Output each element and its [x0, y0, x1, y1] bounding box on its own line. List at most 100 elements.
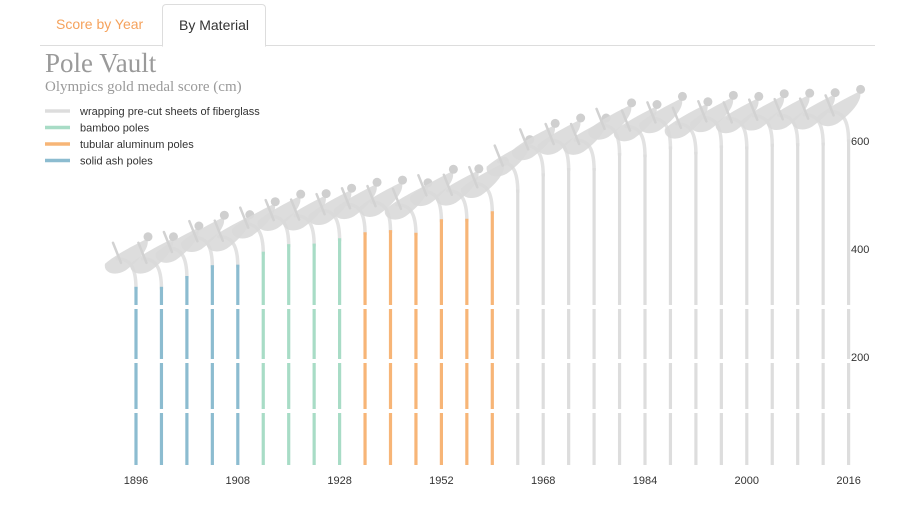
- vaulter-arm: [137, 241, 148, 265]
- chart-title: Pole Vault: [45, 48, 157, 78]
- vaulter-body: [639, 98, 683, 134]
- vaulter-silhouettes: [104, 84, 866, 291]
- chart-bars: [134, 139, 851, 465]
- vaulter-body: [181, 217, 225, 253]
- vaulter-head: [474, 164, 484, 174]
- vaulter-arm: [213, 219, 225, 242]
- vaulter-body: [282, 195, 326, 231]
- vaulter-arm: [595, 107, 606, 131]
- vaulter-body: [104, 238, 148, 274]
- vaulter-arm: [468, 165, 479, 189]
- vaulter-body: [613, 106, 657, 142]
- vaulter-body: [588, 104, 632, 140]
- y-tick-label: 600: [851, 136, 869, 148]
- x-axis: 1896 1908 1928 1952 1968 1984 2000 2016: [124, 475, 861, 487]
- vaulter-head: [194, 221, 204, 231]
- x-tick-label: 1952: [429, 475, 453, 487]
- vaulter-arm: [417, 174, 428, 197]
- vaulter-arm: [239, 206, 250, 229]
- x-tick-label: 1908: [226, 475, 250, 487]
- vaulter-arm: [569, 122, 581, 146]
- vaulter-body: [308, 190, 352, 226]
- vaulter-head: [652, 100, 662, 109]
- vaulter-head: [550, 118, 560, 128]
- vaulter-body: [155, 228, 199, 263]
- chart-legend: wrapping pre-cut sheets of fiberglass bam…: [45, 106, 260, 168]
- vaulter-head: [576, 113, 586, 123]
- vaulter-head: [627, 98, 637, 108]
- tab-score-by-year[interactable]: Score by Year: [56, 16, 144, 32]
- vaulter-arm: [442, 173, 454, 197]
- vaulter-body: [511, 125, 555, 161]
- vaulter-arm: [544, 122, 555, 146]
- vaulter-head: [372, 177, 382, 187]
- vaulter-arm: [391, 187, 403, 211]
- x-tick-label: 1984: [633, 475, 657, 487]
- vaulter-head: [398, 175, 407, 185]
- x-tick-label: 1968: [531, 475, 555, 487]
- vaulter-body: [690, 97, 734, 133]
- vaulter-head: [270, 197, 280, 207]
- vaulter-head: [448, 164, 458, 174]
- vaulter-body: [232, 203, 276, 239]
- vaulter-body: [537, 120, 581, 155]
- vaulter-head: [728, 90, 738, 100]
- vaulter-head: [168, 232, 178, 242]
- x-tick-label: 1896: [124, 475, 148, 487]
- vaulter-body: [333, 184, 377, 220]
- legend-label-fiberglass: wrapping pre-cut sheets of fiberglass: [79, 106, 260, 118]
- x-tick-label: 2000: [735, 475, 759, 487]
- vaulter-head: [805, 88, 815, 98]
- vaulter-head: [703, 97, 713, 107]
- vaulter-body: [410, 171, 454, 207]
- vaulter-head: [143, 232, 153, 242]
- vaulter-arm: [722, 101, 734, 124]
- vaulter-head: [754, 91, 764, 101]
- vaulter-arm: [824, 94, 835, 117]
- vaulter-arm: [188, 219, 199, 243]
- vaulter-arm: [518, 128, 530, 151]
- vaulter-body: [130, 238, 174, 274]
- vaulter-arm: [264, 198, 275, 222]
- vaulter-arm: [798, 97, 810, 120]
- chart-subtitle: Olympics gold medal score (cm): [45, 79, 242, 95]
- vaulter-arm: [748, 98, 759, 121]
- vaulter-body: [817, 91, 861, 127]
- vaulter-head: [219, 210, 229, 220]
- vaulter-body: [435, 170, 479, 206]
- tab-bar: Score by Year By Material: [40, 4, 875, 47]
- vaulter-arm: [111, 241, 123, 265]
- y-axis: 200 400 600: [851, 136, 869, 364]
- vaulter-arm: [646, 101, 657, 124]
- vaulter-arm: [671, 106, 683, 130]
- vaulter-arm: [773, 97, 784, 121]
- vaulter-arm: [697, 100, 708, 123]
- x-tick-label: 2016: [836, 475, 860, 487]
- vaulter-body: [257, 196, 301, 231]
- vaulter-arm: [493, 144, 504, 167]
- vaulter-head: [830, 88, 840, 98]
- tab-by-material[interactable]: By Material: [162, 4, 267, 47]
- y-tick-label: 400: [851, 244, 869, 256]
- vaulter-arm: [366, 184, 377, 208]
- legend-label-bamboo: bamboo poles: [80, 123, 150, 135]
- x-tick-label: 1928: [327, 475, 351, 487]
- vaulter-arm: [340, 187, 352, 210]
- vaulter-arm: [162, 230, 174, 254]
- vaulter-body: [791, 94, 835, 130]
- vaulter-head: [779, 89, 789, 99]
- vaulter-head: [347, 183, 357, 193]
- y-tick-label: 200: [851, 352, 869, 364]
- vaulter-body: [766, 95, 810, 131]
- vaulter-head: [296, 189, 306, 199]
- vaulter-body: [741, 95, 785, 131]
- vaulter-arm: [620, 109, 632, 132]
- vaulter-arm: [315, 192, 326, 216]
- vaulter-head: [856, 84, 866, 94]
- legend-label-aluminum: tubular aluminum poles: [80, 139, 194, 151]
- vaulter-body: [715, 98, 759, 134]
- vaulter-arm: [289, 198, 301, 221]
- vaulter-body: [664, 103, 708, 139]
- vaulter-body: [359, 182, 403, 217]
